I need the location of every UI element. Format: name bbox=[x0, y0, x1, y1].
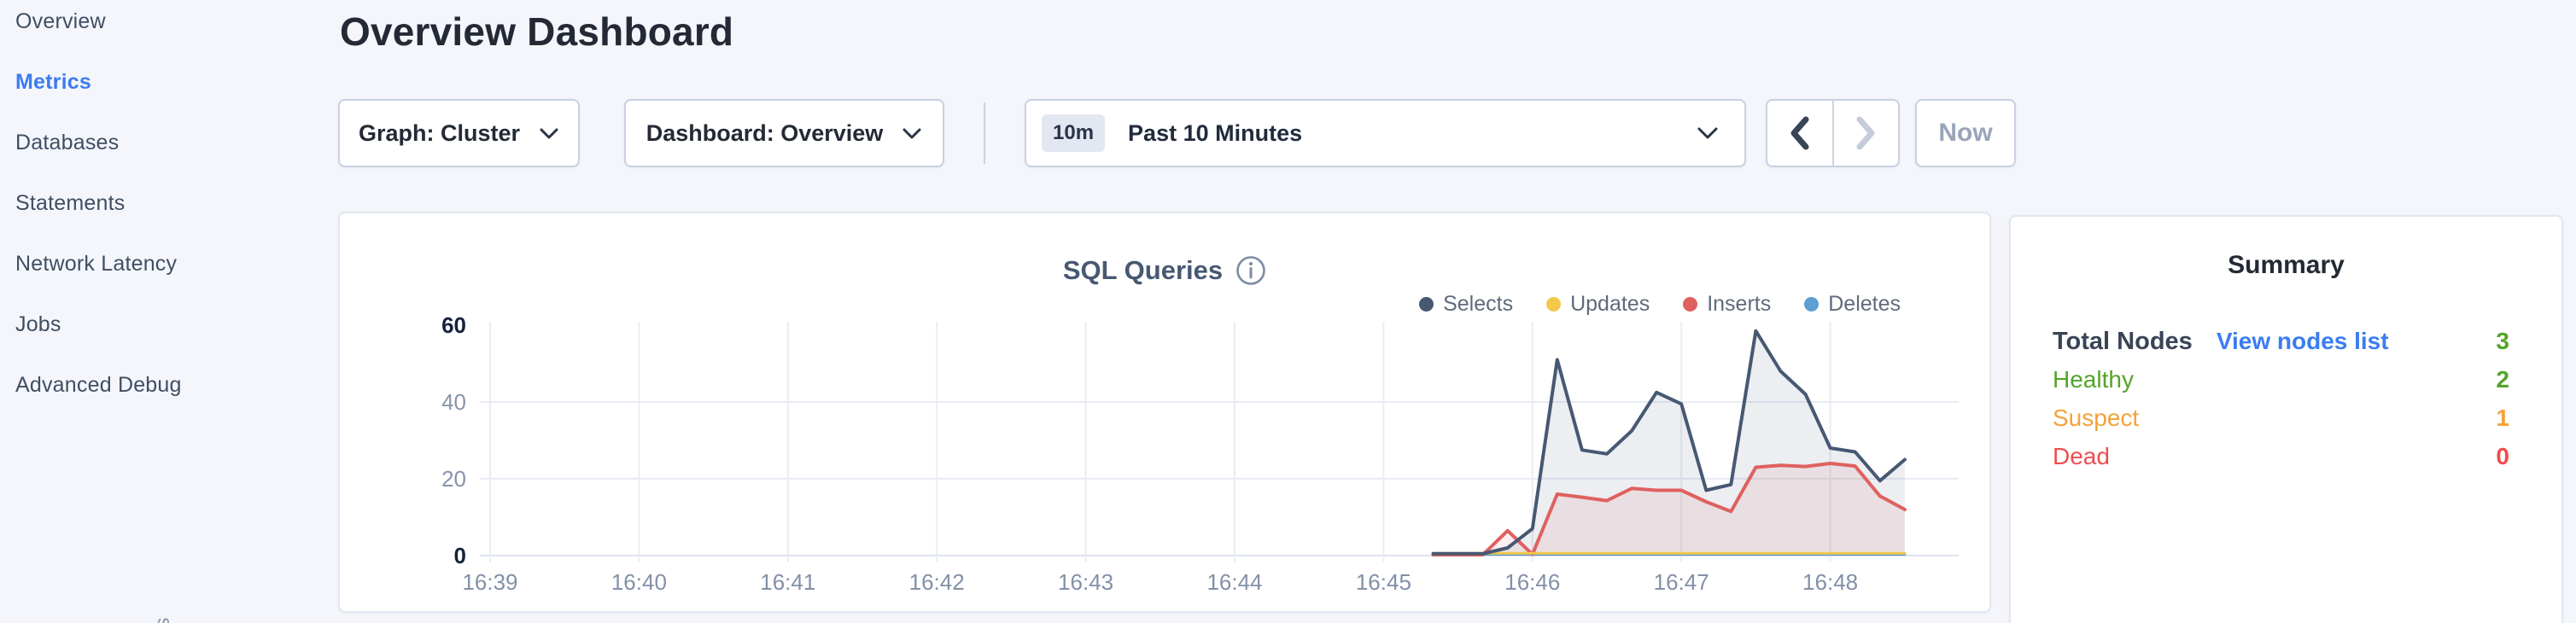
sidebar-item-advanced-debug[interactable]: Advanced Debug bbox=[15, 372, 182, 397]
y-tick-label: 40 bbox=[441, 389, 466, 415]
summary-row-dead: Dead 0 bbox=[2053, 441, 2509, 472]
summary-row-value: 2 bbox=[2496, 366, 2509, 393]
chevron-down-icon bbox=[1697, 127, 1718, 139]
legend-label: Deletes bbox=[1828, 291, 1901, 316]
y-axis-title: queries bbox=[151, 600, 174, 623]
summary-row-suspect: Suspect 1 bbox=[2053, 403, 2509, 434]
x-tick-label: 16:39 bbox=[462, 569, 518, 595]
x-tick-label: 16:47 bbox=[1653, 569, 1709, 595]
series-selects-line bbox=[1431, 329, 1907, 556]
summary-row-label: Total Nodes bbox=[2053, 327, 2193, 355]
summary-row-healthy: Healthy 2 bbox=[2053, 364, 2509, 395]
x-tick-label: 16:40 bbox=[610, 569, 667, 595]
chevron-down-icon bbox=[540, 128, 558, 138]
x-tick-label: 16:48 bbox=[1802, 569, 1859, 595]
summary-row-label: Suspect bbox=[2053, 405, 2140, 431]
prev-time-button[interactable] bbox=[1767, 101, 1834, 166]
dashboard-dropdown[interactable]: Dashboard: Overview bbox=[624, 99, 944, 167]
chart-title: SQL Queries bbox=[1062, 255, 1224, 285]
summary-panel: Summary Total Nodes View nodes list 3 Healt… bbox=[2009, 215, 2563, 623]
legend-dot bbox=[1804, 296, 1820, 312]
page-title: Overview Dashboard bbox=[340, 9, 734, 54]
legend-label: Inserts bbox=[1707, 291, 1772, 316]
legend-item-selects[interactable]: Selects bbox=[1419, 292, 1513, 317]
legend-label: Selects bbox=[1443, 291, 1514, 316]
x-tick-label: 16:46 bbox=[1504, 569, 1561, 595]
x-tick-label: 16:42 bbox=[908, 569, 965, 595]
next-time-button[interactable] bbox=[1834, 101, 1899, 166]
sidebar-item-jobs[interactable]: Jobs bbox=[15, 312, 61, 336]
summary-row-value: 0 bbox=[2496, 443, 2509, 469]
sidebar-item-network-latency[interactable]: Network Latency bbox=[15, 251, 178, 276]
series-inserts-line bbox=[1431, 462, 1907, 557]
summary-row-total-nodes: Total Nodes View nodes list 3 bbox=[2053, 326, 2509, 357]
summary-row-value: 3 bbox=[2496, 328, 2509, 354]
chart-title-row: SQL Queries bbox=[340, 252, 1989, 289]
sql-queries-card: SQL Queries Selects Updates Inserts Deletes… bbox=[151, 212, 1991, 623]
dashboard-dropdown-label: Dashboard: Overview bbox=[645, 119, 884, 146]
legend-label: Updates bbox=[1570, 291, 1650, 316]
summary-row-label: Healthy bbox=[2053, 366, 2134, 393]
legend-dot bbox=[1683, 296, 1698, 312]
view-nodes-list-link[interactable]: View nodes list bbox=[2216, 328, 2389, 354]
time-range-selector[interactable]: 10m Past 10 Minutes bbox=[1025, 99, 1746, 167]
summary-title: Summary bbox=[2228, 251, 2345, 279]
legend-dot bbox=[1419, 296, 1434, 312]
graph-dropdown-label: Graph: Cluster bbox=[358, 119, 521, 146]
graph-dropdown[interactable]: Graph: Cluster bbox=[338, 99, 580, 167]
summary-row-value: 1 bbox=[2496, 405, 2509, 431]
time-range-label: Past 10 Minutes bbox=[1128, 119, 1303, 146]
x-tick-label: 16:44 bbox=[1206, 569, 1263, 595]
y-tick-label: 20 bbox=[441, 466, 466, 492]
info-icon[interactable] bbox=[1235, 255, 1266, 286]
sql-queries-chart bbox=[480, 322, 1959, 562]
now-button[interactable]: Now bbox=[1915, 99, 2016, 167]
chevron-down-icon bbox=[902, 128, 921, 138]
legend-item-inserts[interactable]: Inserts bbox=[1683, 292, 1771, 317]
chart-legend: Selects Updates Inserts Deletes bbox=[1419, 290, 1901, 317]
legend-item-updates[interactable]: Updates bbox=[1546, 292, 1650, 317]
x-tick-label: 16:45 bbox=[1355, 569, 1411, 595]
sidebar-item-metrics[interactable]: Metrics bbox=[15, 69, 91, 94]
time-step-buttons bbox=[1766, 99, 1900, 167]
sidebar-item-databases[interactable]: Databases bbox=[15, 130, 120, 154]
controls-divider bbox=[984, 102, 985, 164]
chevron-left-icon bbox=[1790, 116, 1809, 150]
series-selects-area bbox=[1433, 330, 1905, 556]
y-tick-label: 60 bbox=[441, 312, 466, 338]
y-tick-label: 0 bbox=[453, 543, 466, 568]
time-range-badge: 10m bbox=[1042, 114, 1106, 152]
x-tick-label: 16:41 bbox=[760, 569, 816, 595]
series-inserts-area bbox=[1433, 463, 1905, 556]
x-tick-label: 16:43 bbox=[1058, 569, 1114, 595]
controls-row: Graph: Cluster Dashboard: Overview 10m P… bbox=[0, 99, 2576, 167]
chevron-right-icon bbox=[1856, 116, 1875, 150]
sidebar-item-overview[interactable]: Overview bbox=[15, 9, 106, 33]
sidebar-nav: Overview Metrics Databases Statements Networ… bbox=[0, 0, 335, 623]
summary-row-label: Dead bbox=[2053, 443, 2110, 469]
sidebar-item-statements[interactable]: Statements bbox=[15, 190, 126, 215]
legend-dot bbox=[1546, 296, 1562, 312]
legend-item-deletes[interactable]: Deletes bbox=[1804, 292, 1901, 317]
